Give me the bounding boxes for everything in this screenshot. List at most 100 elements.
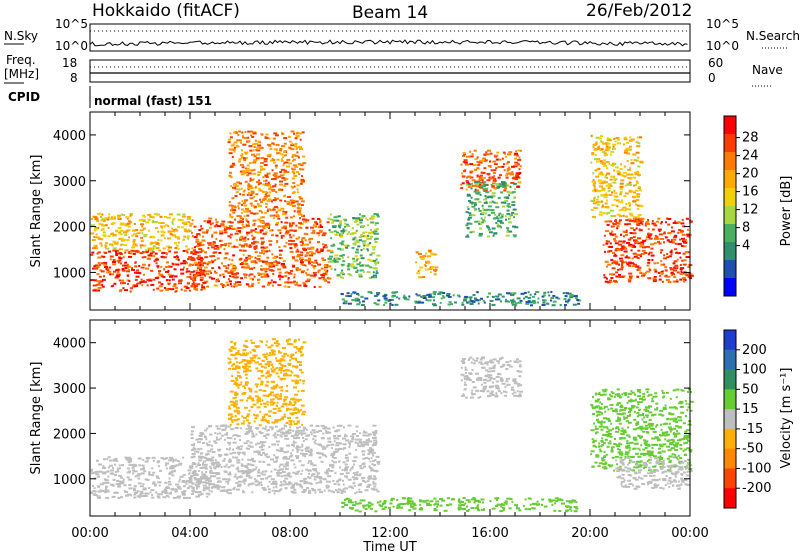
data-cell [297, 204, 300, 207]
data-cell [353, 484, 356, 487]
data-cell [208, 217, 213, 220]
data-cell [228, 200, 231, 203]
data-cell [164, 252, 168, 254]
data-cell [289, 224, 293, 227]
data-cell [246, 214, 250, 217]
data-cell [647, 259, 651, 261]
data-cell [279, 395, 283, 398]
data-cell [268, 393, 272, 396]
data-cell [514, 302, 518, 305]
data-cell [368, 457, 370, 460]
data-cell [191, 453, 196, 455]
data-cell [473, 297, 477, 300]
data-cell [191, 277, 195, 280]
data-cell [231, 275, 235, 278]
data-cell [280, 475, 283, 478]
data-cell [603, 274, 606, 276]
data-cell [227, 460, 232, 463]
data-cell [308, 248, 312, 250]
data-cell [307, 259, 311, 262]
data-cell [270, 398, 275, 401]
data-cell [607, 189, 611, 192]
data-cell [256, 203, 260, 206]
data-cell [251, 238, 255, 241]
data-cell [431, 266, 434, 269]
data-cell [229, 447, 231, 450]
data-cell [188, 480, 192, 483]
data-cell [280, 207, 285, 210]
nave-tick-bottom: 0 [708, 71, 716, 85]
data-cell [362, 300, 365, 303]
data-cell [298, 173, 301, 175]
data-cell [211, 451, 216, 453]
data-cell [611, 204, 615, 207]
data-cell [313, 435, 317, 438]
data-cell [265, 344, 268, 347]
data-cell [278, 271, 282, 274]
data-cell [356, 241, 360, 244]
data-cell [294, 351, 297, 354]
data-cell [96, 280, 101, 283]
data-cell [427, 260, 431, 263]
data-cell [606, 176, 609, 179]
data-cell [607, 183, 612, 186]
data-cell [336, 424, 341, 427]
data-cell [515, 176, 520, 179]
data-cell [96, 220, 100, 223]
data-cell [597, 190, 602, 193]
data-cell [155, 247, 160, 249]
data-cell [253, 266, 256, 269]
data-cell [159, 481, 162, 484]
data-cell [674, 242, 678, 245]
data-cell [112, 478, 116, 481]
data-cell [248, 409, 251, 412]
data-cell [286, 195, 291, 198]
data-cell [337, 437, 340, 440]
data-cell [195, 238, 199, 241]
data-cell [199, 467, 204, 469]
data-cell [266, 403, 269, 406]
data-cell [614, 261, 619, 264]
data-cell [283, 170, 286, 173]
data-cell [175, 488, 178, 491]
data-cell [122, 282, 126, 285]
data-cell [489, 201, 492, 204]
data-cell [280, 488, 283, 491]
data-cell [326, 444, 329, 447]
data-cell [282, 260, 286, 262]
data-cell [501, 295, 505, 298]
data-cell [354, 438, 359, 441]
data-cell [604, 149, 609, 152]
data-cell [685, 217, 689, 220]
data-cell [116, 271, 120, 274]
data-cell [337, 215, 341, 218]
data-cell [341, 254, 345, 257]
data-cell [221, 262, 223, 265]
data-cell [268, 229, 272, 232]
data-cell [629, 237, 633, 239]
data-cell [248, 145, 253, 148]
data-cell [145, 249, 149, 252]
data-cell [235, 400, 238, 403]
data-cell [264, 270, 268, 273]
data-cell [627, 218, 632, 221]
data-cell [138, 219, 142, 222]
data-cell [275, 357, 277, 360]
data-cell [245, 377, 248, 380]
data-cell [372, 482, 377, 485]
data-cell [247, 254, 251, 257]
data-cell [342, 448, 345, 451]
data-cell [151, 216, 155, 219]
data-cell [112, 249, 117, 252]
data-cell [196, 487, 199, 490]
data-cell [149, 491, 152, 494]
data-cell [292, 486, 295, 489]
data-cell [189, 224, 193, 227]
data-cell [611, 273, 616, 276]
data-cell [518, 171, 522, 174]
data-cell [275, 344, 279, 347]
data-cell [641, 223, 644, 226]
data-cell [286, 437, 290, 440]
data-cell [291, 170, 295, 173]
data-cell [271, 284, 274, 287]
